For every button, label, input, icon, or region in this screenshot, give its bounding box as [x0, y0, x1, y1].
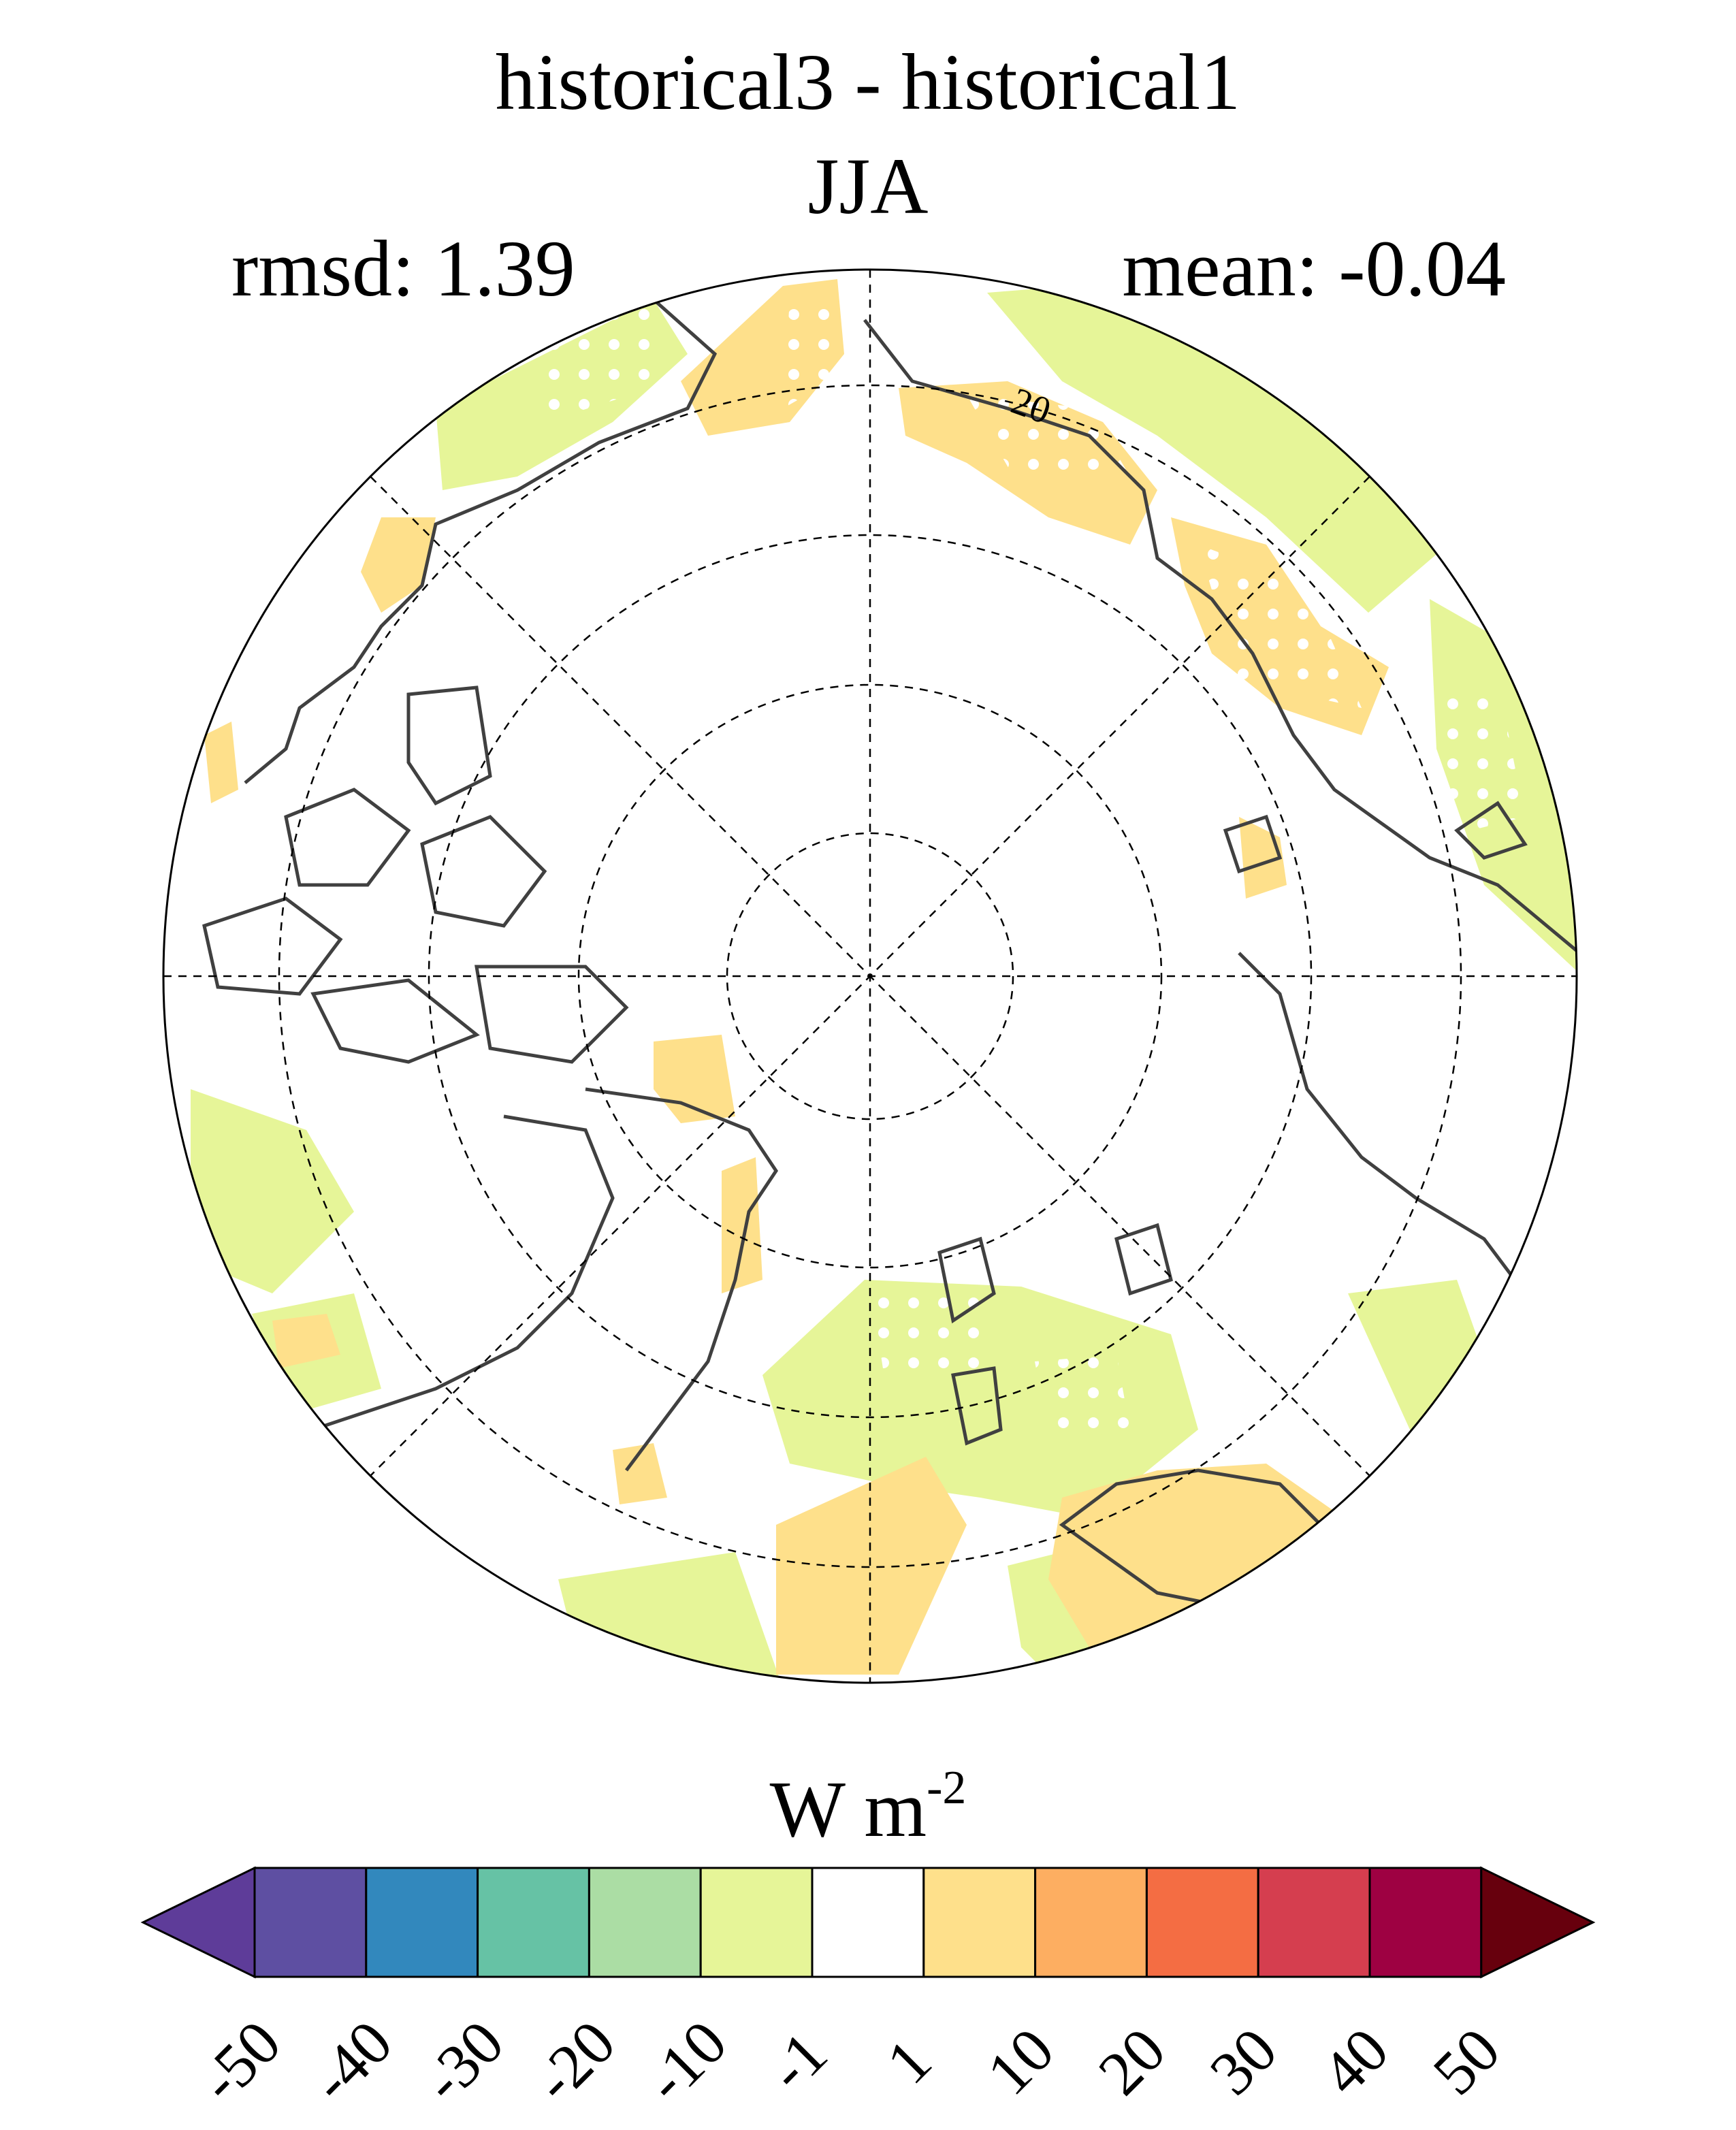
colorbar-swatch: [1257, 1867, 1371, 1978]
colorbar-tick-label: 30: [1197, 2014, 1290, 2108]
colorbar-tick-label: -50: [186, 2007, 294, 2116]
colorbar-swatch: [811, 1867, 925, 1978]
colorbar-tick-label: -30: [408, 2007, 517, 2116]
colorbar-swatch: [1368, 1867, 1483, 1978]
coastlines: [202, 298, 1577, 1609]
colorbar-tick-label: 20: [1085, 2014, 1178, 2108]
colorbar-swatch: [588, 1867, 702, 1978]
title-line-1: historical3 - historical1: [495, 37, 1241, 127]
mean-label: mean: -0.04: [1122, 224, 1506, 313]
colorbar-swatch: [1145, 1867, 1259, 1978]
colorbar-extend-left: [140, 1866, 256, 1979]
colorbar-tick-label: -40: [297, 2007, 405, 2116]
colorbar-swatch: [477, 1867, 590, 1978]
graticule: [163, 270, 1577, 1683]
colorbar-swatch: [699, 1867, 814, 1978]
colorbar-extend-right: [1480, 1866, 1596, 1979]
colorbar-tick-label: 50: [1419, 2014, 1513, 2108]
title-line-2: JJA: [807, 142, 929, 231]
colorbar-tick-label: 40: [1308, 2014, 1401, 2108]
colorbar-swatch: [1034, 1867, 1148, 1978]
colorbar-tick-label: 1: [873, 2026, 945, 2097]
colorbar-swatch: [922, 1867, 1037, 1978]
colorbar-tick-label: 10: [974, 2014, 1067, 2108]
colorbar-tick-label: -10: [632, 2007, 740, 2116]
colorbar-units: W m-2: [0, 1764, 1736, 1850]
colorbar-swatch: [253, 1867, 368, 1978]
map-boundary: [162, 268, 1578, 1684]
units-exponent: -2: [927, 1762, 967, 1814]
colorbar-tick-label: -20: [520, 2007, 628, 2116]
units-base: W m: [769, 1764, 927, 1854]
colorbar-tick-label: -1: [754, 2018, 840, 2104]
rmsd-label: rmsd: 1.39: [231, 224, 575, 313]
colorbar-swatch: [365, 1867, 479, 1978]
